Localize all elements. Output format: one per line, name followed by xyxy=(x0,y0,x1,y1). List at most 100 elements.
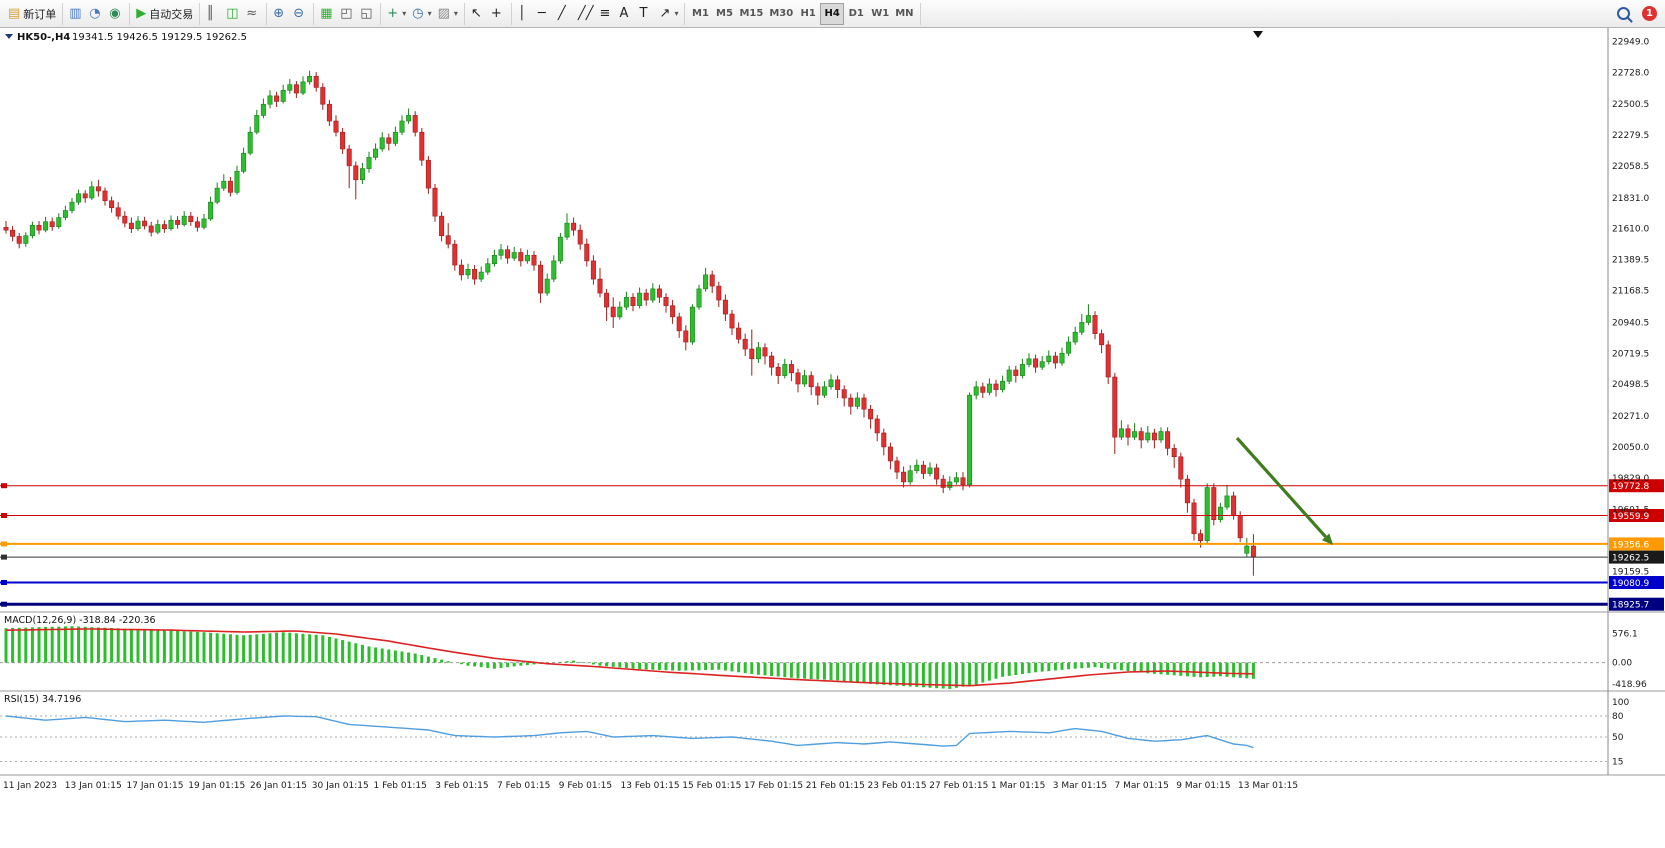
candle xyxy=(155,224,161,233)
candle xyxy=(452,243,458,266)
crosshair-button[interactable]: + xyxy=(488,3,508,25)
new-chart-button[interactable]: + ▾ xyxy=(384,3,409,25)
new-order-button[interactable]: ▤ 新订单 xyxy=(5,3,59,25)
candle xyxy=(208,201,214,220)
price-line-handle[interactable] xyxy=(1,512,7,518)
price-line-handle[interactable] xyxy=(1,483,7,489)
timeframe-mn-button[interactable]: MN xyxy=(892,3,916,25)
timeframe-m5-button[interactable]: M5 xyxy=(712,3,736,25)
auto-trading-button[interactable]: ▶ 自动交易 xyxy=(133,3,196,25)
candle xyxy=(406,115,412,122)
price-line-handle[interactable] xyxy=(1,601,7,607)
tile-windows-button[interactable]: ▦ xyxy=(317,3,337,25)
community-button[interactable]: ◉ xyxy=(106,3,126,25)
candle xyxy=(538,264,544,294)
channel-button[interactable]: ╱╱ xyxy=(575,3,597,25)
timeframe-w1-button[interactable]: W1 xyxy=(868,3,892,25)
rsi-tick-label: 80 xyxy=(1612,712,1624,722)
candlestick-chart-button[interactable]: ◫ xyxy=(223,3,243,25)
vertical-line-button[interactable]: │ xyxy=(515,3,535,25)
snapshot-button[interactable]: ▨ ▾ xyxy=(435,3,461,25)
cursor-button[interactable]: ↖ xyxy=(468,3,488,25)
zoom-in-button[interactable]: ⊕ xyxy=(270,3,290,25)
timeframe-h4-button[interactable]: H4 xyxy=(820,2,845,25)
price-line-tag xyxy=(1609,550,1664,564)
zoom-out-button[interactable]: ⊖ xyxy=(290,3,310,25)
candle xyxy=(769,355,775,368)
candle xyxy=(1198,533,1204,541)
candle xyxy=(247,131,253,154)
timeframe-m15-button[interactable]: M15 xyxy=(736,3,766,25)
candle xyxy=(656,288,662,298)
timeframe-toolbar: M1 M5 M15 M30 H1 H4 D1 W1 MN xyxy=(685,2,921,25)
candle xyxy=(16,236,22,244)
depth-of-market-button[interactable]: ◔ xyxy=(86,3,106,25)
price-tick-label: 20498.5 xyxy=(1612,380,1649,390)
cascade-windows-button[interactable]: ◰ xyxy=(337,3,357,25)
notification-badge[interactable]: 1 xyxy=(1642,6,1657,21)
timeframe-m30-button[interactable]: M30 xyxy=(766,3,796,25)
price-line-tag-label: 19772.8 xyxy=(1612,482,1649,492)
candle xyxy=(89,186,95,199)
candle xyxy=(854,397,860,407)
time-label: 17 Feb 01:15 xyxy=(744,781,803,791)
price-line-handle[interactable] xyxy=(1,541,7,547)
arrange-windows-button[interactable]: ◱ xyxy=(357,3,377,25)
price-tick-label: 20050.0 xyxy=(1612,443,1649,453)
candle xyxy=(1013,369,1019,376)
candle xyxy=(1112,376,1118,438)
timeframe-m1-button[interactable]: M1 xyxy=(688,3,712,25)
price-line-handle[interactable] xyxy=(1,579,7,585)
horizontal-line-button[interactable]: ─ xyxy=(535,3,555,25)
macd-signal-line xyxy=(5,628,1254,687)
timeframe-d1-button[interactable]: D1 xyxy=(844,3,868,25)
chart-shift-marker xyxy=(1253,31,1263,38)
line-chart-button[interactable]: ≈ xyxy=(243,3,263,25)
toolbar-buttons: ▤ 新订单 ▥ ◔ ◉ ▶ 自动交易 ║ ◫ ≈ ⊕ ⊖ ▦ ◰ ◱ + ▾ ◷ ▾ ▨ ▾ ↖ + │ ─ ╱ ╱╱ ≡ A T ↗ ▾ xyxy=(2,2,686,25)
candle xyxy=(934,467,940,480)
price-axis[interactable] xyxy=(1608,28,1665,775)
price-tick-label: 19159.5 xyxy=(1612,568,1649,578)
candle xyxy=(881,432,887,448)
bar-chart-button[interactable]: ║ xyxy=(203,3,223,25)
order-panel-button[interactable]: ▥ xyxy=(66,3,86,25)
candle xyxy=(967,394,973,486)
candle xyxy=(1211,487,1217,520)
macd-label: MACD(12,26,9) -318.84 -220.36 xyxy=(4,615,156,626)
fibonacci-button[interactable]: ≡ xyxy=(597,3,617,25)
time-label: 7 Mar 01:15 xyxy=(1115,781,1169,791)
price-line-tag-label: 19559.9 xyxy=(1612,512,1649,522)
trendline-button[interactable]: ╱ xyxy=(555,3,575,25)
trend-arrow[interactable] xyxy=(1235,436,1327,538)
time-label: 17 Jan 01:15 xyxy=(127,781,184,791)
candle xyxy=(894,460,900,473)
period-selector-button[interactable]: ◷ ▾ xyxy=(409,3,434,25)
arrows-button[interactable]: ↗ ▾ xyxy=(657,3,682,25)
price-line-tag xyxy=(1609,508,1664,522)
candle xyxy=(439,215,445,237)
candle xyxy=(1099,333,1105,346)
auto-trading-button-label: 自动交易 xyxy=(149,7,194,21)
price-tick-label: 22728.0 xyxy=(1612,68,1649,78)
candle xyxy=(1178,456,1184,480)
toolbar-group: ▦ ◰ ◱ xyxy=(314,2,382,25)
text-button[interactable]: A xyxy=(617,3,637,25)
price-line-handle[interactable] xyxy=(1,554,7,560)
bar-chart-icon: ║ xyxy=(206,6,215,21)
search-button[interactable] xyxy=(1614,3,1634,25)
label-button[interactable]: T xyxy=(637,3,657,25)
candle xyxy=(1145,432,1151,441)
time-label: 15 Feb 01:15 xyxy=(682,781,741,791)
candle xyxy=(1171,448,1177,458)
caret-down-icon: ▾ xyxy=(402,9,407,18)
candle xyxy=(1052,355,1058,364)
candle xyxy=(1237,515,1243,539)
grid-icon: ▦ xyxy=(320,6,333,21)
candle xyxy=(960,477,966,486)
timeframe-h1-button[interactable]: H1 xyxy=(796,3,820,25)
candle xyxy=(10,229,16,237)
time-axis[interactable] xyxy=(0,775,1665,844)
candle xyxy=(274,95,280,102)
candle xyxy=(188,215,194,223)
candle xyxy=(340,131,346,150)
